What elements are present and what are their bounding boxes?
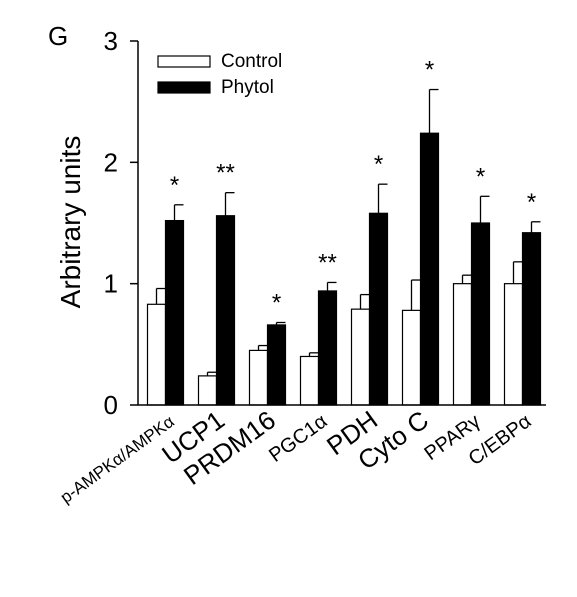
bar-phytol [419,132,440,406]
bar-phytol [317,290,338,406]
panel-label: G [48,21,68,51]
bar-phytol [470,222,491,406]
y-axis-ticks: 0 1 2 3 [104,26,138,420]
error-bars-group [155,88,541,376]
bar-phytol [368,212,389,406]
bar-control [503,283,524,406]
legend: Control Phytol [157,51,282,98]
bars-group [146,132,542,406]
legend-label-phytol: Phytol [221,77,274,98]
significance-marker: * [170,172,179,199]
bar-phytol [521,232,542,406]
significance-marker: ** [318,249,337,276]
y-tick-label: 3 [104,26,118,56]
bar-control [146,303,167,406]
significance-marker: * [374,151,383,178]
legend-swatch-control [157,55,211,68]
bar-phytol [215,215,236,406]
y-tick-label: 1 [104,269,118,299]
bar-control [197,375,218,406]
bar-control [299,355,320,406]
bar-control [452,283,473,406]
significance-marker: * [425,57,434,84]
significance-marker: * [476,163,485,190]
bar-control [350,308,371,406]
legend-label-control: Control [221,51,282,72]
significance-marker: ** [216,160,235,187]
significance-marker: * [527,189,536,216]
bar-phytol [266,324,287,406]
y-axis-label: Arbitrary units [55,136,86,309]
bar-control [401,309,422,406]
bar-control [248,349,269,406]
bar-phytol [164,219,185,406]
significance-marker: * [272,289,281,316]
y-tick-label: 0 [104,390,118,420]
x-tick-label: p-AMPKα/AMPKα [57,412,178,507]
significance-markers: * ********* [170,57,536,317]
legend-swatch-phytol [157,81,211,94]
y-tick-label: 2 [104,147,118,177]
